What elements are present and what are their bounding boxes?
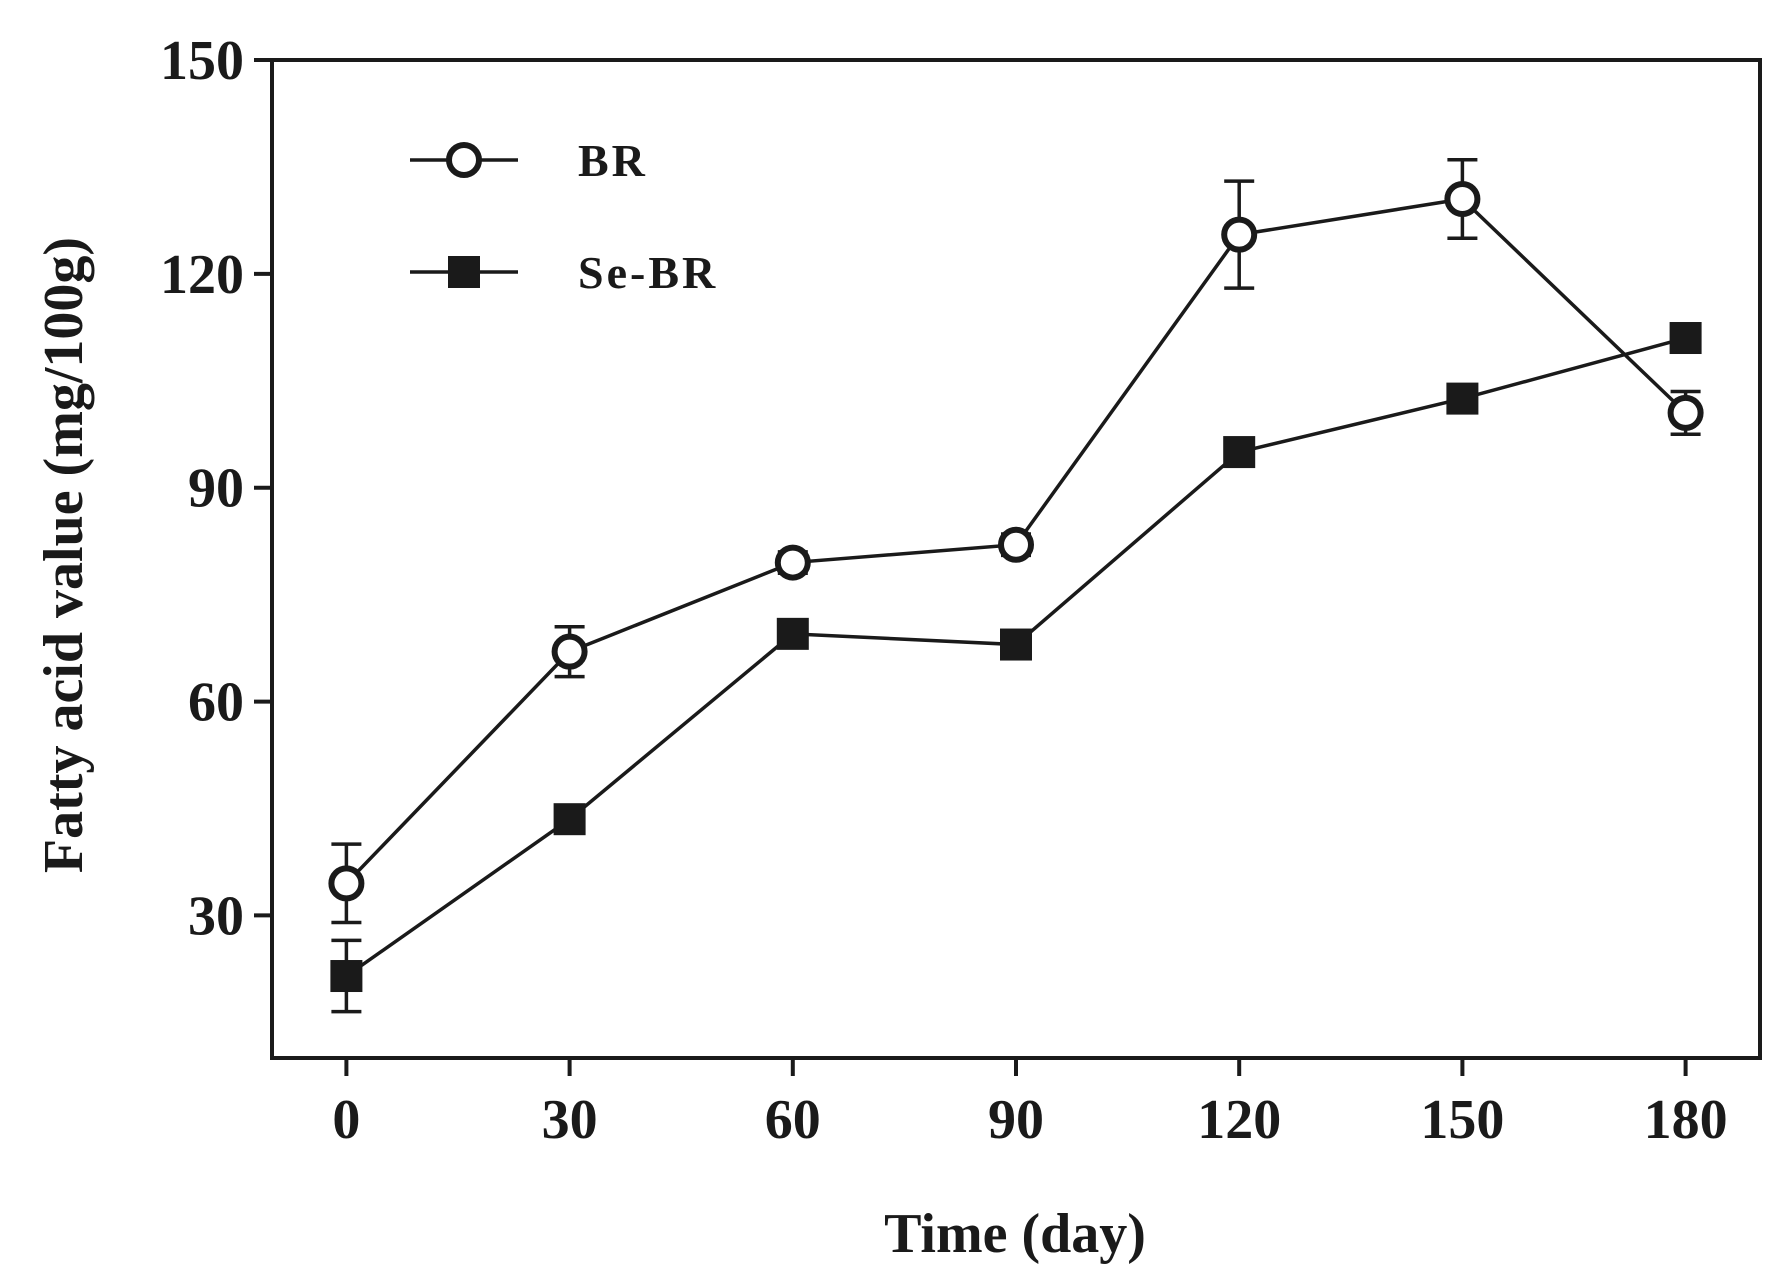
- ticks-layer: 0 30 60 90 120 150 180 30 60 90 120 150: [160, 30, 1728, 1151]
- series-layer: [328, 158, 1704, 1014]
- y-tick-label-150: 150: [160, 30, 244, 92]
- legend-item-br: BR: [410, 135, 648, 186]
- legend-marker-br: [446, 142, 482, 178]
- x-tick-label-30: 30: [542, 1089, 598, 1151]
- point-se-br-120: [1223, 436, 1256, 469]
- x-tick-label-180: 180: [1644, 1089, 1728, 1151]
- point-br-120: [1221, 216, 1258, 253]
- x-tick-label-0: 0: [332, 1089, 360, 1151]
- y-tick-label-30: 30: [188, 885, 244, 947]
- x-tick-label-150: 150: [1420, 1089, 1504, 1151]
- legend: BR Se-BR: [410, 135, 718, 298]
- series-br: [328, 158, 1704, 925]
- series-se-br: [330, 322, 1702, 1014]
- point-br-90: [998, 526, 1034, 563]
- x-axis-title: Time (day): [884, 1203, 1146, 1265]
- legend-marker-se-br: [448, 256, 480, 288]
- y-tick-label-120: 120: [160, 244, 244, 306]
- point-br-0: [328, 865, 365, 902]
- point-br-180: [1667, 394, 1704, 431]
- point-se-br-30: [553, 803, 586, 836]
- point-br-30: [551, 633, 588, 670]
- point-se-br-150: [1446, 382, 1479, 415]
- point-se-br-0: [330, 960, 363, 993]
- x-tick-label-120: 120: [1197, 1089, 1281, 1151]
- point-se-br-180: [1669, 322, 1702, 355]
- point-br-150: [1444, 181, 1481, 218]
- x-tick-label-90: 90: [988, 1089, 1044, 1151]
- legend-item-se-br: Se-BR: [410, 247, 718, 298]
- point-br-60: [774, 544, 811, 581]
- y-axis-title: Fatty acid value (mg/100g): [33, 237, 95, 873]
- legend-label-br: BR: [578, 135, 648, 186]
- point-se-br-60: [776, 617, 809, 650]
- x-tick-label-60: 60: [765, 1089, 821, 1151]
- point-se-br-90: [1000, 628, 1032, 661]
- y-tick-label-60: 60: [188, 672, 244, 734]
- y-tick-label-90: 90: [188, 458, 244, 520]
- legend-label-se-br: Se-BR: [578, 247, 718, 298]
